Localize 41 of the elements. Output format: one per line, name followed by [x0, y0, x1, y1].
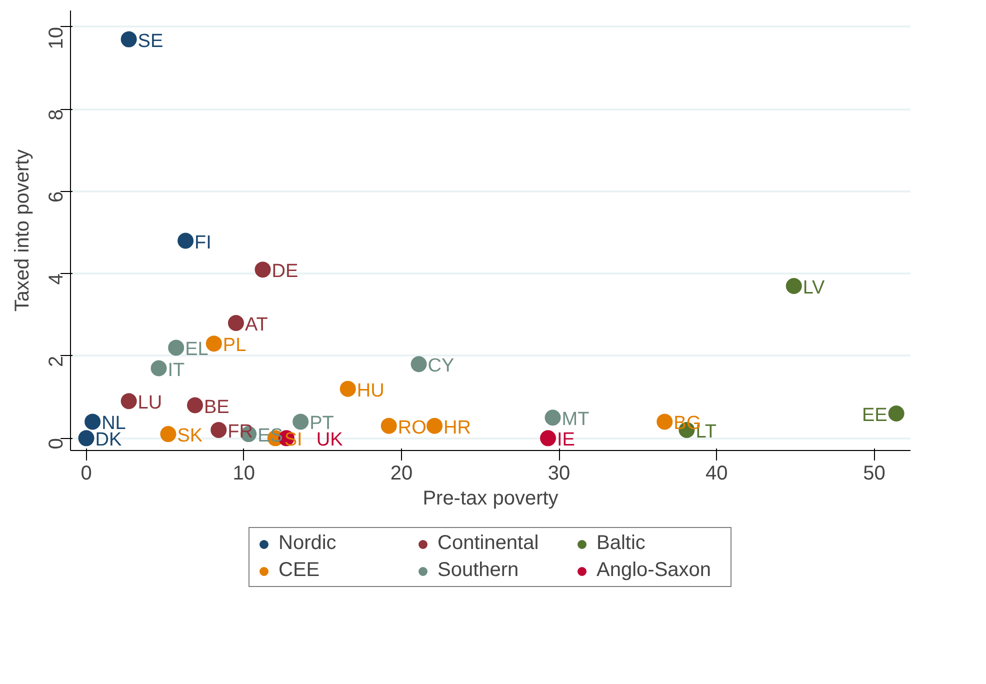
- annotation: EE: [862, 404, 888, 426]
- x-tick-label: 10: [232, 462, 255, 484]
- annotation: MT: [562, 409, 590, 430]
- y-tick-label: 10: [46, 26, 68, 50]
- annotation: PL: [222, 335, 246, 356]
- annotation: LU: [138, 392, 162, 414]
- y-tick-label: 4: [46, 274, 68, 285]
- legend-label: Baltic: [596, 532, 646, 555]
- annotation: FI: [194, 232, 212, 254]
- annotation: LV: [802, 278, 826, 299]
- annotation: HR: [444, 417, 472, 438]
- legend-label: Southern: [438, 559, 520, 582]
- y-tick-label: 0: [46, 438, 68, 450]
- x-tick-label: 20: [390, 462, 413, 484]
- x-tick-label: 40: [706, 462, 728, 484]
- annotation: IE: [557, 430, 575, 451]
- y-tick-label: 6: [46, 191, 68, 203]
- annotation: ES: [258, 426, 283, 447]
- annotation: HU: [356, 380, 384, 402]
- legend-label: CEE: [278, 559, 321, 582]
- annotation: IT: [168, 360, 186, 381]
- legend-label: Anglo-Saxon: [596, 559, 712, 582]
- annotation: DE: [272, 261, 298, 282]
- x-tick-label: 50: [863, 462, 886, 484]
- x-axis-title: Pre-tax poverty: [422, 488, 558, 510]
- annotation: BE: [204, 396, 230, 418]
- legend-label: Continental: [438, 532, 540, 555]
- annotation: EL: [185, 339, 208, 360]
- y-axis-title: Taxed into poverty: [12, 149, 34, 312]
- y-tick-label: 2: [46, 356, 68, 368]
- annotation: UK: [316, 430, 344, 451]
- annotation: SK: [177, 426, 203, 447]
- x-tick-label: 0: [80, 462, 92, 484]
- annotation: RO: [398, 417, 426, 438]
- legend-label: Nordic: [278, 532, 338, 555]
- x-tick-label: 30: [548, 462, 570, 484]
- annotation: CY: [428, 356, 455, 377]
- annotation: SE: [138, 30, 164, 52]
- annotation: DK: [95, 430, 122, 451]
- y-tick-label: 8: [46, 109, 68, 120]
- annotation: AT: [244, 314, 268, 336]
